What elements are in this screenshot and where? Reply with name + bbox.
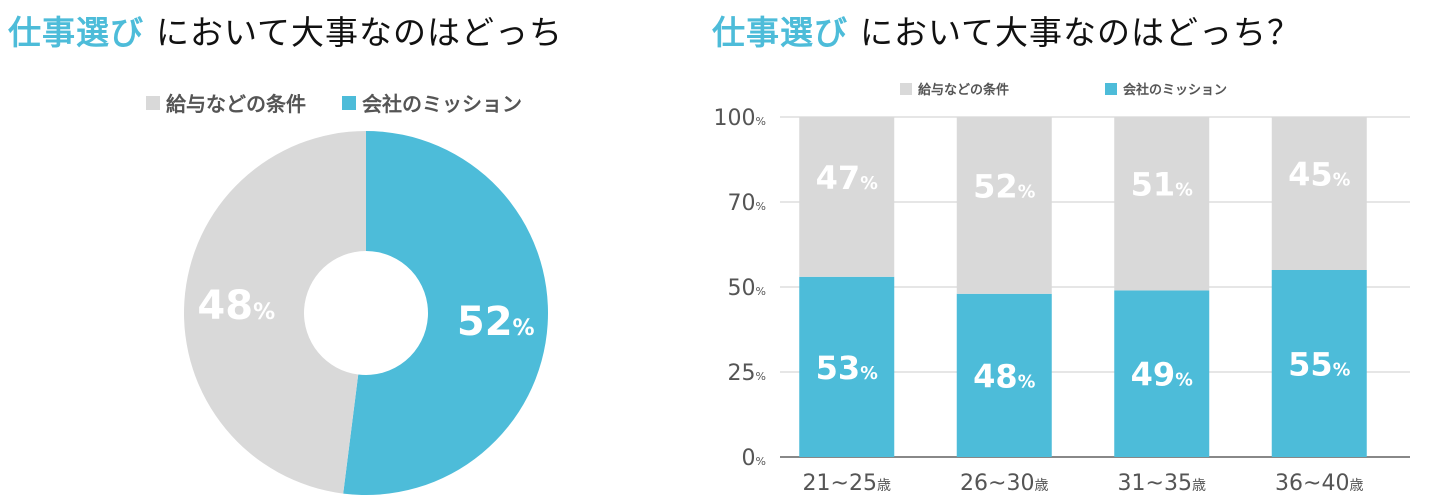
- legend-item-mission: 会社のミッション: [342, 88, 522, 117]
- donut-slice: [183, 131, 366, 494]
- bar-value-label: 53%: [816, 349, 879, 387]
- bar-value-label: 52%: [973, 167, 1036, 205]
- legend-swatch-blue: [1105, 82, 1118, 95]
- bar-value-label: 48%: [973, 357, 1036, 395]
- bar-segment: [956, 293, 1052, 457]
- x-tick-label: 36~40歳: [1275, 471, 1363, 496]
- donut-title-accent: 仕事選び: [8, 13, 144, 52]
- y-tick-label: 70%: [728, 191, 766, 216]
- legend-item-mission: 会社のミッション: [1105, 79, 1227, 98]
- donut-title: 仕事選び において大事なのはどっち: [8, 6, 563, 54]
- legend-label: 会社のミッション: [1123, 83, 1228, 98]
- bar-value-label: 51%: [1131, 166, 1194, 204]
- legend-label: 給与などの条件: [166, 92, 306, 116]
- bar-value-label: 47%: [816, 159, 879, 197]
- bar-value-label: 55%: [1288, 346, 1351, 384]
- y-tick-label: 25%: [728, 361, 766, 386]
- bar-segment: [956, 117, 1052, 294]
- legend-swatch-gray: [146, 95, 160, 110]
- x-tick-label: 26~30歳: [960, 471, 1048, 496]
- bar-segment: [1271, 117, 1367, 270]
- bar-segment: [799, 276, 895, 457]
- bar-segment: [799, 117, 895, 277]
- y-tick-label: 0%: [742, 446, 766, 471]
- legend-swatch-blue: [342, 95, 356, 110]
- legend-label: 会社のミッション: [362, 92, 522, 116]
- bar-title-rest: において大事なのはどっち？: [860, 13, 1302, 52]
- donut-slice-label: 52%: [457, 299, 535, 345]
- bar-title-accent: 仕事選び: [712, 13, 848, 52]
- donut-slice: [343, 131, 548, 495]
- x-tick-label: 21~25歳: [803, 471, 891, 496]
- y-tick-label: 50%: [728, 276, 766, 301]
- y-tick-label: 100%: [714, 106, 766, 131]
- donut-title-rest: において大事なのはどっち: [156, 13, 564, 52]
- legend-swatch-gray: [900, 82, 912, 95]
- x-tick-label: 31~35歳: [1118, 471, 1206, 496]
- donut-slice-label: 48%: [197, 283, 275, 329]
- legend-label: 給与などの条件: [918, 83, 1010, 98]
- bar-value-label: 45%: [1288, 156, 1351, 194]
- bar-value-label: 49%: [1131, 356, 1194, 394]
- legend-item-salary: 給与などの条件: [900, 79, 1009, 98]
- bar-segment: [1114, 117, 1210, 291]
- donut-legend: 給与などの条件 会社のミッション: [146, 88, 522, 117]
- legend-item-salary: 給与などの条件: [146, 88, 306, 117]
- bar-legend: 給与などの条件 会社のミッション: [900, 79, 1227, 98]
- bar-segment: [1271, 270, 1367, 457]
- bar-segment: [1114, 290, 1210, 457]
- bar-title: 仕事選び において大事なのはどっち？: [712, 6, 1301, 54]
